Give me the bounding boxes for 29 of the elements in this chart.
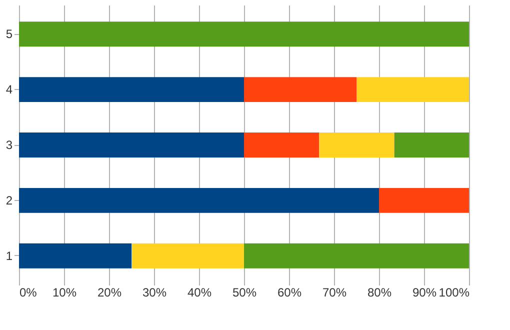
x-tick-label: 80% (367, 286, 392, 300)
bar (379, 188, 469, 213)
bar (19, 77, 244, 102)
y-tick-label: 1 (6, 248, 13, 263)
bar (394, 132, 469, 158)
x-tick-label: 70% (322, 286, 347, 300)
x-tick-label: 100% (438, 286, 470, 300)
y-tick-label: 2 (6, 193, 13, 208)
bar (19, 188, 379, 213)
x-tick-label: 40% (187, 286, 212, 300)
bar (19, 132, 244, 158)
x-tick-label: 90% (412, 286, 437, 300)
x-tick-label: 20% (97, 286, 122, 300)
x-tick-label: 30% (142, 286, 167, 300)
x-tick-label: 60% (277, 286, 302, 300)
bar (244, 243, 469, 268)
y-tick-label: 5 (6, 27, 13, 42)
bar (356, 77, 469, 102)
y-tick-label: 4 (6, 82, 13, 97)
bar (19, 22, 469, 47)
y-tick-label: 3 (6, 138, 13, 152)
bar (244, 132, 320, 158)
bar (319, 132, 394, 158)
bar (244, 77, 356, 102)
bar (132, 243, 244, 268)
bar (19, 243, 132, 268)
x-tick-label: 10% (52, 286, 77, 300)
x-tick-label: 50% (232, 286, 257, 300)
x-tick-label: 0% (20, 286, 38, 300)
